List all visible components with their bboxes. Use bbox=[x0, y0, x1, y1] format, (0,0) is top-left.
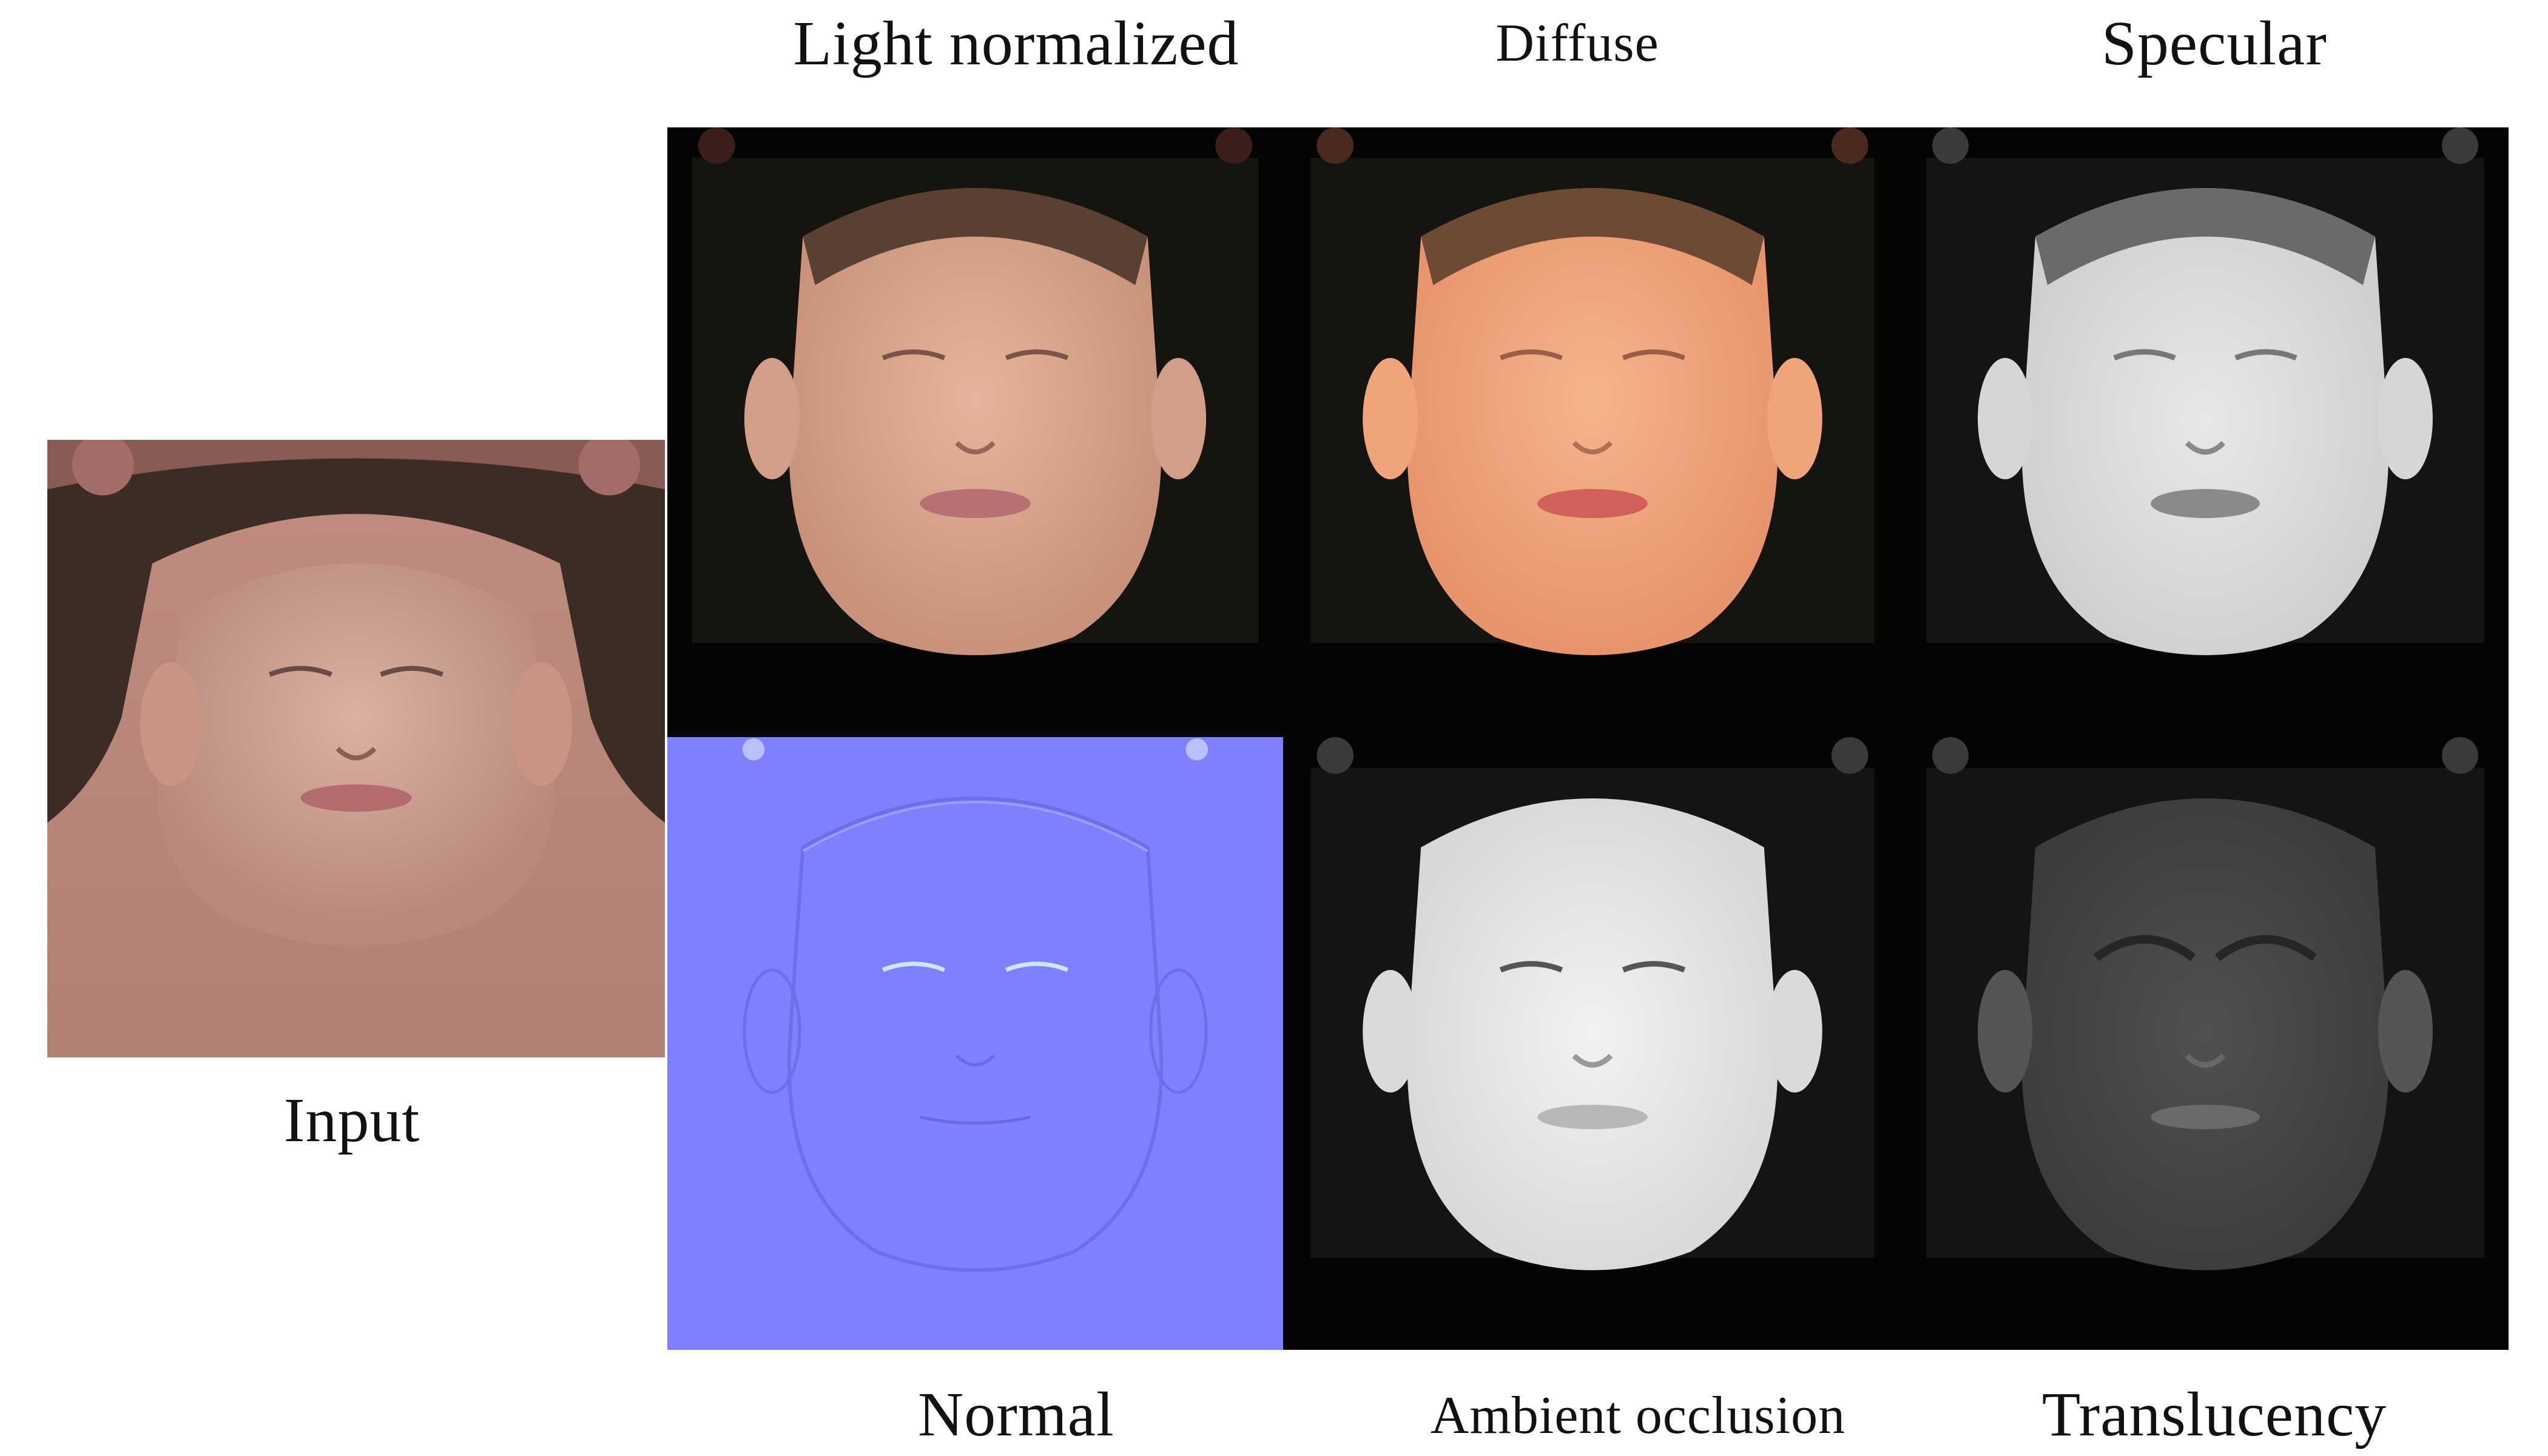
translucency-map-image bbox=[1902, 737, 2509, 1350]
label-diffuse: Diffuse bbox=[1495, 14, 1659, 73]
label-specular: Specular bbox=[2101, 8, 2327, 78]
label-light-normalized: Light normalized bbox=[793, 8, 1239, 78]
label-ambient-occlusion: Ambient occlusion bbox=[1430, 1386, 1846, 1445]
label-input: Input bbox=[283, 1085, 420, 1155]
specular-map-image bbox=[1902, 127, 2509, 734]
input-texture-image bbox=[47, 440, 665, 1057]
diffuse-texture-image bbox=[1286, 127, 1899, 734]
label-normal: Normal bbox=[918, 1380, 1114, 1449]
ambient-occlusion-map-image bbox=[1286, 737, 1899, 1350]
label-translucency: Translucency bbox=[2041, 1380, 2387, 1449]
normal-map-image bbox=[667, 737, 1283, 1350]
light-normalized-texture-image bbox=[667, 127, 1283, 734]
